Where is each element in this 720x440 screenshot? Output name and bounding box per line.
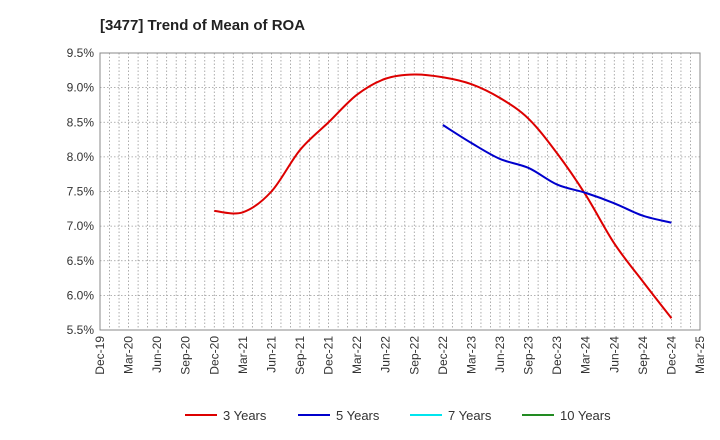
y-tick-label: 6.5%: [67, 254, 95, 268]
x-tick-label: Mar-22: [350, 336, 364, 374]
plot-frame: [99, 52, 701, 331]
x-tick-label: Dec-22: [436, 336, 450, 375]
x-tick-label: Dec-23: [550, 336, 564, 375]
x-tick-label: Jun-23: [493, 336, 507, 373]
legend: 3 Years 5 Years 7 Years 10 Years: [185, 408, 611, 423]
x-tick-label: Mar-23: [464, 336, 478, 374]
legend-label-5-years: 5 Years: [336, 408, 380, 423]
legend-label-7-years: 7 Years: [448, 408, 492, 423]
x-tick-label: Jun-22: [379, 336, 393, 373]
grid-layer: [100, 52, 700, 331]
x-tick-label: Mar-25: [693, 336, 707, 374]
y-tick-label: 8.5%: [67, 115, 95, 129]
chart-title: [3477] Trend of Mean of ROA: [100, 17, 305, 34]
x-tick-label: Mar-24: [579, 336, 593, 374]
x-tick-label: Mar-20: [122, 336, 136, 374]
x-tick-label: Jun-20: [150, 336, 164, 373]
legend-label-3-years: 3 Years: [223, 408, 267, 423]
x-tick-label: Sep-22: [407, 336, 421, 375]
x-tick-label: Dec-19: [93, 336, 107, 375]
series-layer: [214, 73, 673, 319]
x-axis: Dec-19 Mar-20 Jun-20 Sep-20 Dec-20 Mar-21 Jun-…: [93, 336, 707, 375]
y-tick-label: 9.5%: [67, 46, 95, 60]
x-tick-label: Dec-21: [322, 336, 336, 375]
x-tick-label: Dec-20: [207, 336, 221, 375]
y-tick-label: 6.0%: [67, 288, 95, 302]
series-line-3-years: [214, 73, 673, 319]
x-tick-label: Sep-20: [179, 336, 193, 375]
x-tick-label: Sep-23: [522, 336, 536, 375]
x-tick-label: Sep-24: [636, 336, 650, 375]
y-tick-label: 5.5%: [67, 323, 95, 337]
x-tick-label: Sep-21: [293, 336, 307, 375]
x-tick-label: Jun-21: [264, 336, 278, 373]
x-tick-label: Mar-21: [236, 336, 250, 374]
y-tick-label: 8.0%: [67, 150, 95, 164]
legend-label-10-years: 10 Years: [560, 408, 611, 423]
series-line-5-years: [442, 124, 672, 224]
y-tick-label: 7.5%: [67, 185, 95, 199]
x-tick-label: Jun-24: [607, 336, 621, 373]
y-axis: 9.5% 9.0% 8.5% 8.0% 7.5% 7.0% 6.5% 6.0% 5.5%: [67, 46, 95, 337]
x-tick-label: Dec-24: [664, 336, 678, 375]
y-tick-label: 9.0%: [67, 81, 95, 95]
y-tick-label: 7.0%: [67, 219, 95, 233]
